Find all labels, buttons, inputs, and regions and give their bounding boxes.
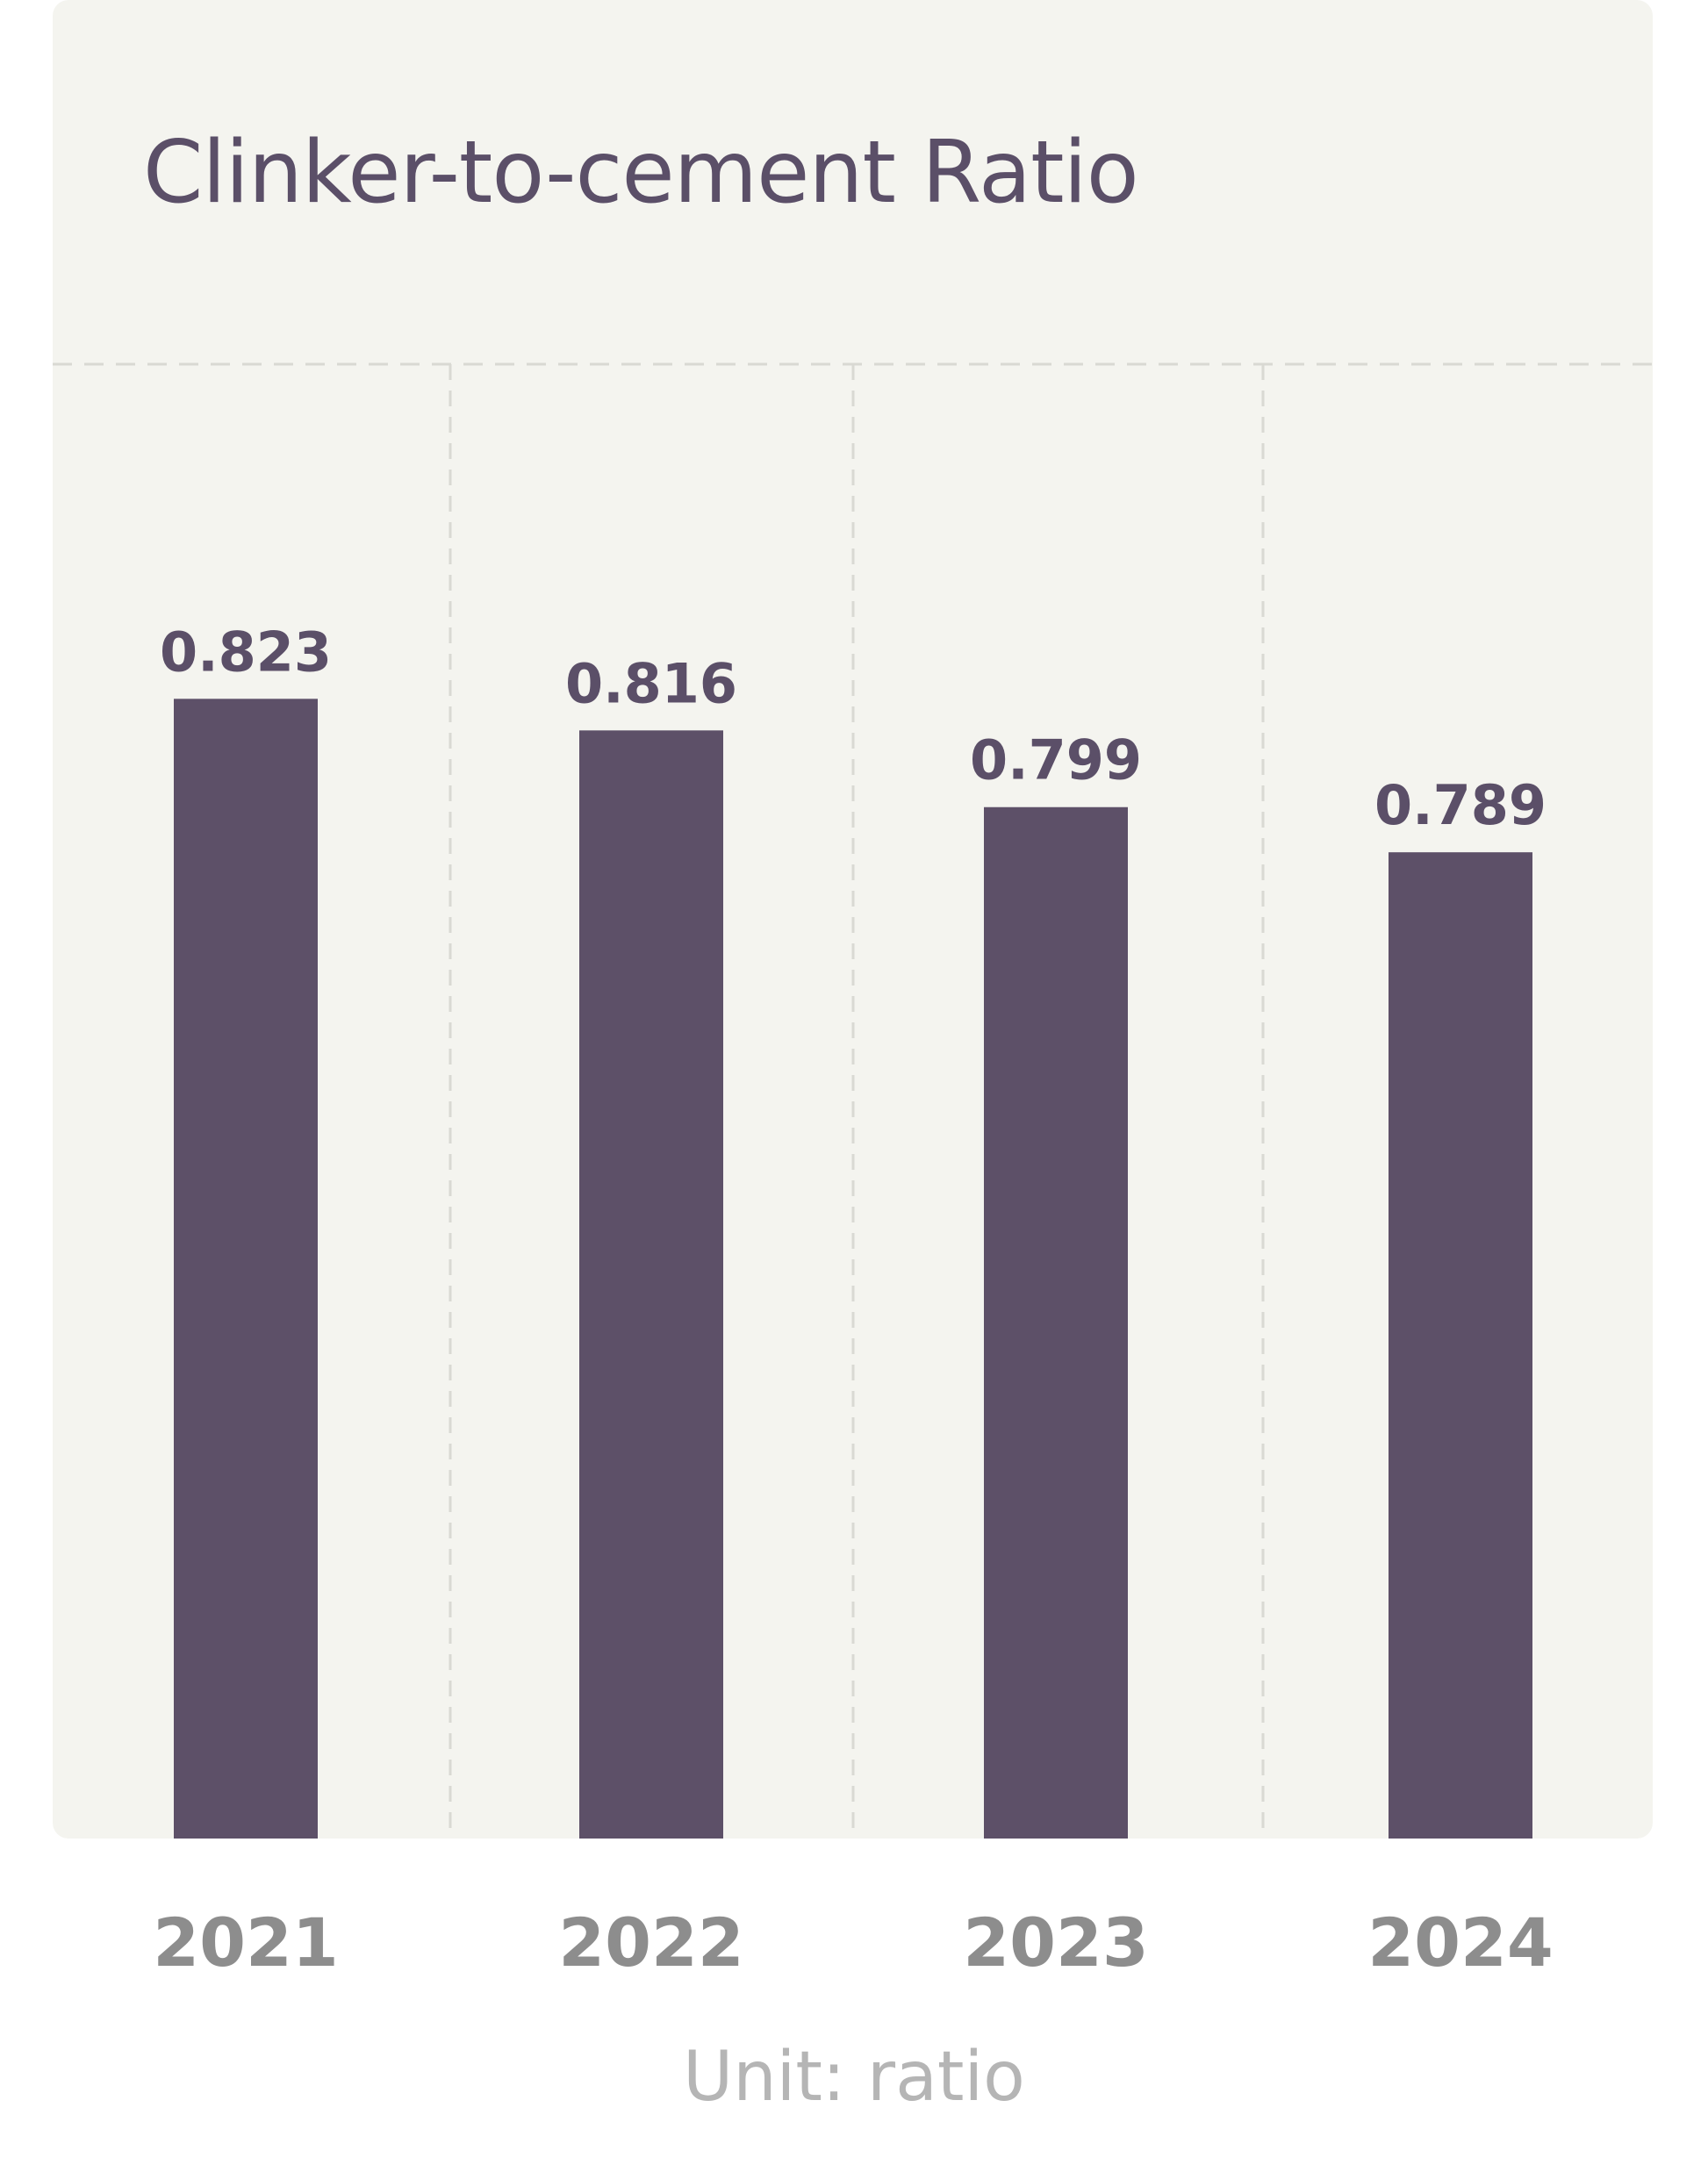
bar-labels: 0.823 0.816 0.799 0.789: [160, 620, 1547, 837]
bars: [174, 699, 1532, 1839]
category-label-2023: 2023: [963, 1903, 1149, 1982]
category-label-2021: 2021: [153, 1903, 339, 1982]
unit-label: Unit: ratio: [683, 2038, 1025, 2117]
bar-value-label-2024: 0.789: [1374, 773, 1547, 837]
bar-value-label-2021: 0.823: [160, 620, 332, 684]
grid-lines: [53, 362, 1653, 1839]
bar-value-label-2023: 0.799: [970, 728, 1142, 792]
bar-2023: [984, 806, 1128, 1839]
category-labels: 2021 2022 2023 2024: [153, 1903, 1554, 1982]
category-label-2024: 2024: [1367, 1903, 1554, 1982]
bar-2021: [174, 699, 318, 1839]
chart-title: Clinker-to-cement Ratio: [143, 123, 1139, 223]
category-label-2022: 2022: [558, 1903, 744, 1982]
bar-value-label-2022: 0.816: [565, 651, 737, 715]
bar-2022: [579, 730, 723, 1839]
bar-2024: [1389, 852, 1532, 1839]
